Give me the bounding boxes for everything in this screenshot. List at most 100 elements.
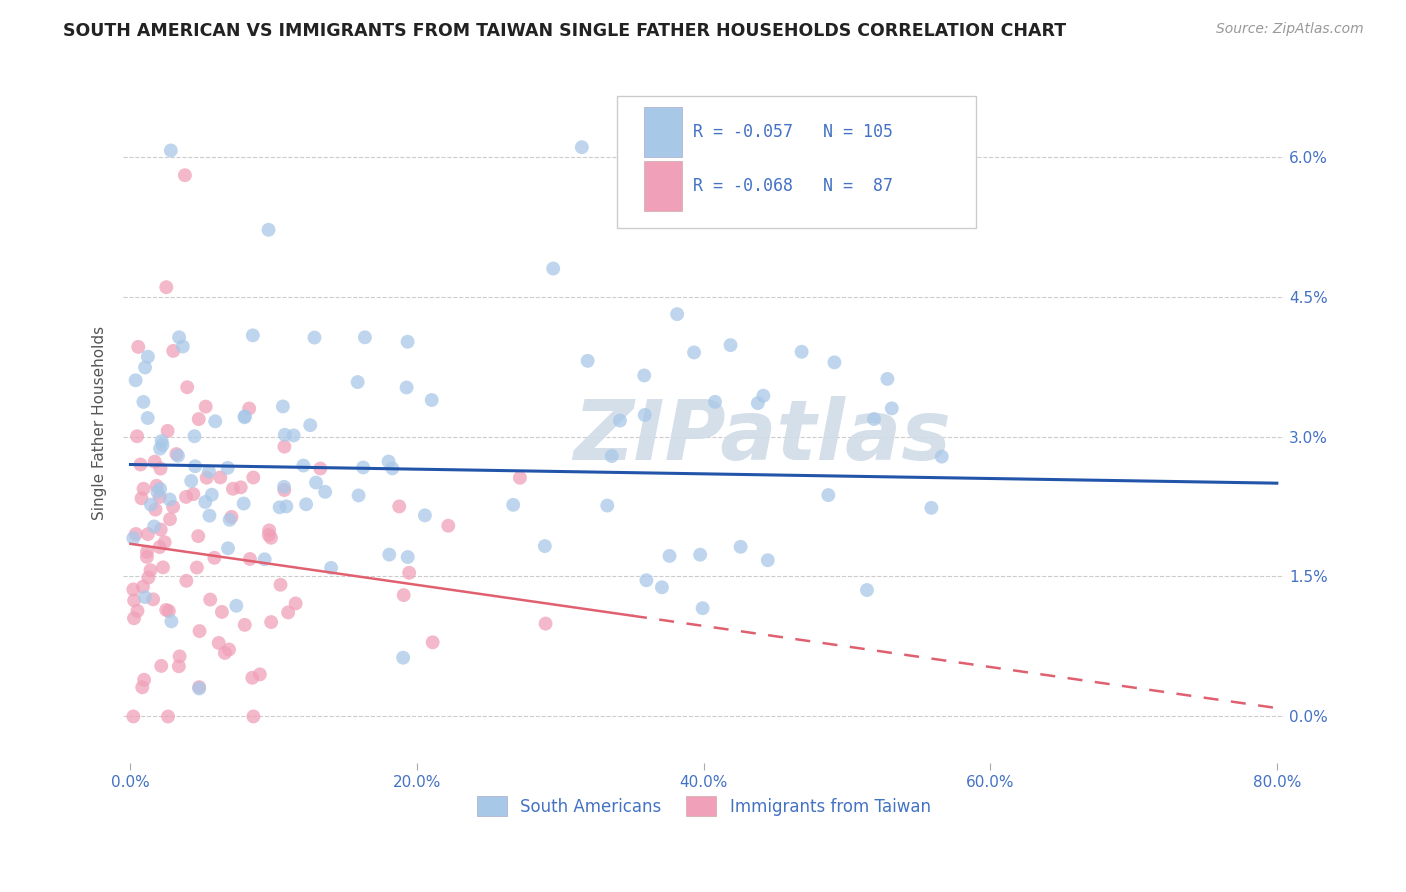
Point — [142, 592, 165, 607]
Point — [633, 368, 655, 383]
Point — [398, 566, 420, 580]
Point — [931, 450, 953, 464]
Point — [217, 541, 239, 556]
Point — [658, 549, 681, 563]
Point — [186, 560, 208, 574]
Point — [270, 578, 292, 592]
Point — [134, 360, 156, 375]
Point — [422, 635, 444, 649]
Point — [127, 429, 149, 443]
Point — [125, 527, 148, 541]
FancyBboxPatch shape — [617, 95, 976, 228]
Point — [160, 615, 183, 629]
Point — [152, 438, 174, 452]
Point — [122, 582, 145, 597]
Point — [167, 659, 190, 673]
Point — [201, 488, 224, 502]
Point — [377, 454, 399, 468]
Point — [176, 380, 198, 394]
Point — [200, 592, 222, 607]
Point — [876, 372, 898, 386]
Point — [127, 604, 149, 618]
Point — [704, 395, 727, 409]
Point — [823, 355, 845, 369]
Point — [225, 599, 247, 613]
Point — [752, 389, 775, 403]
Point — [152, 560, 174, 574]
Point — [134, 673, 156, 687]
Point — [167, 449, 190, 463]
Point — [198, 508, 221, 523]
Point — [162, 343, 184, 358]
Point — [138, 571, 160, 585]
Point — [817, 488, 839, 502]
Point — [292, 458, 315, 473]
Point — [132, 482, 155, 496]
Point — [346, 375, 368, 389]
Point — [209, 470, 232, 484]
Point — [533, 539, 555, 553]
Point — [396, 549, 419, 564]
Point — [218, 642, 240, 657]
Point — [188, 680, 211, 694]
Point — [309, 461, 332, 475]
Point — [260, 615, 283, 629]
Point — [283, 428, 305, 442]
Point — [276, 500, 298, 514]
Point — [157, 709, 180, 723]
Point — [239, 552, 262, 566]
Point — [274, 427, 297, 442]
Point — [124, 373, 146, 387]
Point — [136, 545, 159, 559]
Point — [135, 549, 157, 564]
Point — [233, 409, 256, 424]
Point — [269, 500, 291, 515]
Point — [683, 345, 706, 359]
Point — [211, 605, 233, 619]
Point — [174, 168, 197, 182]
Point — [194, 495, 217, 509]
Point — [153, 535, 176, 549]
Point — [167, 330, 190, 344]
Legend: South Americans, Immigrants from Taiwan: South Americans, Immigrants from Taiwan — [470, 789, 938, 823]
Point — [149, 540, 172, 554]
Point — [150, 434, 173, 448]
Point — [229, 480, 252, 494]
Point — [651, 580, 673, 594]
Point — [233, 618, 256, 632]
Point — [257, 223, 280, 237]
Point — [204, 414, 226, 428]
Point — [541, 261, 564, 276]
Point — [600, 449, 623, 463]
Point — [295, 497, 318, 511]
Point — [319, 561, 342, 575]
Point — [273, 483, 295, 497]
Point — [131, 491, 153, 506]
Point — [420, 392, 443, 407]
Point — [156, 424, 179, 438]
Point — [155, 280, 177, 294]
Point — [304, 330, 326, 344]
Point — [277, 606, 299, 620]
Point — [122, 709, 145, 723]
Point — [242, 328, 264, 343]
Point — [143, 455, 166, 469]
Point — [159, 512, 181, 526]
Point — [378, 548, 401, 562]
Point — [122, 593, 145, 607]
Y-axis label: Single Father Households: Single Father Households — [93, 326, 107, 519]
Point — [149, 490, 172, 504]
Point — [183, 429, 205, 443]
Point — [136, 350, 159, 364]
Point — [149, 482, 172, 496]
Text: R = -0.057   N = 105: R = -0.057 N = 105 — [693, 123, 893, 141]
Point — [183, 487, 205, 501]
Point — [273, 480, 295, 494]
Point — [502, 498, 524, 512]
Point — [257, 524, 280, 538]
Point — [222, 482, 245, 496]
Point — [127, 340, 149, 354]
Point — [689, 548, 711, 562]
Point — [396, 334, 419, 349]
FancyBboxPatch shape — [644, 107, 682, 157]
